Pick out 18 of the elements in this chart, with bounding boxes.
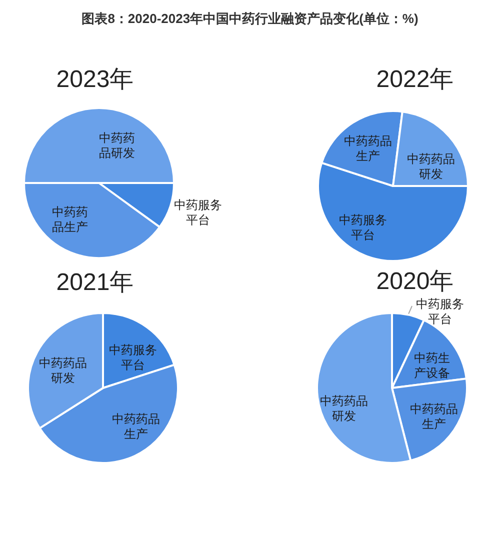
slice-label: 中药药品生产 (112, 412, 160, 441)
text: 图表8：2020-2023年中国中药行业融资产品变化(单位：%) (82, 11, 418, 26)
slice-label: 中药药品研发 (320, 394, 368, 423)
slice-label: 中药药品生产 (410, 402, 458, 431)
chart-title: 2022年 (376, 66, 454, 93)
slice-label: 中药药品研发 (39, 356, 87, 385)
slice-label: 中药药品生产 (52, 204, 88, 234)
slice-label: 中药生产设备 (414, 350, 450, 380)
slice-label: 中药药品生产 (344, 134, 392, 163)
slice-label: 中药服务平台 (339, 212, 387, 242)
chart-title: 2020年 (376, 268, 454, 295)
chart-title: 2023年 (56, 66, 134, 93)
slice-label: 中药服务平台 (416, 296, 464, 326)
slice-label: 中药药品研发 (99, 130, 135, 160)
slice-label: 中药服务平台 (109, 342, 157, 372)
chart-title: 2021年 (56, 269, 134, 296)
slice-label: 中药药品研发 (407, 152, 455, 181)
slice-label: 中药服务平台 (174, 198, 222, 227)
